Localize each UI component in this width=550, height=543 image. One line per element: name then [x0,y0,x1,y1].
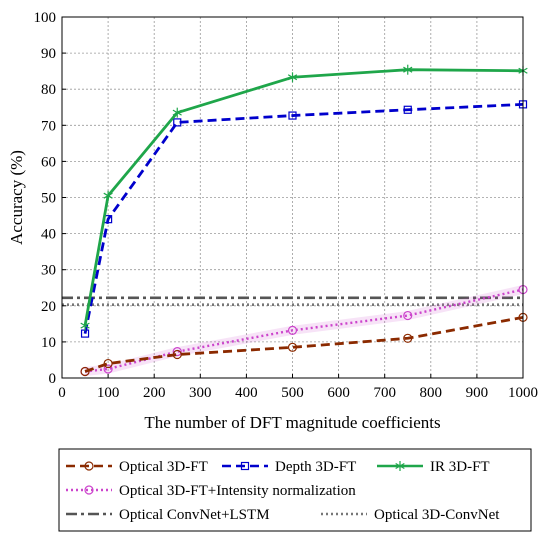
legend-label: Optical 3D-FT+Intensity normalization [119,483,356,499]
x-tick-label: 400 [235,385,258,401]
series-layer [62,64,528,377]
data-point [403,64,413,75]
x-axis-label: The number of DFT magnitude coefficients [144,413,440,432]
y-tick-label: 90 [41,46,56,62]
y-tick-label: 70 [41,118,56,134]
legend-entry: IR 3D-FT [377,459,490,475]
data-point [103,358,113,369]
legend-marker [240,461,250,471]
x-tick-label: 600 [327,385,350,401]
data-point [288,111,297,120]
legend-entry: Optical ConvNet+LSTM [66,507,270,523]
legend-entry: Depth 3D-FT [222,459,356,475]
y-tick-label: 60 [41,154,56,170]
y-axis-label: Accuracy (%) [7,150,26,245]
y-tick-label: 50 [41,191,56,207]
legend-label: Optical ConvNet+LSTM [119,507,270,523]
series-ir-3d-ft [80,64,528,331]
y-tick-label: 100 [34,10,57,26]
legend: Optical 3D-FT Depth 3D-FT IR 3D-FT Optical … [66,459,500,523]
x-tick-label: 0 [58,385,66,401]
y-tick-label: 0 [49,371,57,387]
data-point [287,72,298,83]
legend-marker [395,461,405,471]
x-tick-label: 700 [373,385,396,401]
data-point [403,105,412,114]
series-line [83,68,524,326]
data-point [172,347,182,357]
data-point [172,349,182,360]
legend-entry: Optical 3D-FT+Intensity normalization [66,483,356,499]
x-tick-label: 200 [143,385,166,401]
data-point [173,118,182,127]
data-point [403,310,413,321]
legend-label: Optical 3D-FT [119,459,208,475]
y-tick-label: 40 [41,227,56,243]
legend-entry: Optical 3D-FT [66,459,208,475]
data-point [80,320,90,331]
x-tick-label: 900 [466,385,489,401]
data-point [172,107,182,118]
y-tick-label: 80 [41,82,56,98]
series-line [83,102,524,334]
series-optical-3d-ft [80,312,528,377]
legend-label: Optical 3D-ConvNet [374,507,500,523]
data-point [80,366,90,377]
x-tick-label: 1000 [508,385,538,401]
legend-box [58,448,532,532]
data-point [403,333,413,343]
y-tick-label: 30 [41,263,56,279]
x-tick-label: 300 [189,385,212,401]
data-point [287,325,298,335]
x-tick-label: 800 [420,385,443,401]
y-tick-label: 10 [41,335,56,351]
y-tick-label: 20 [41,299,56,315]
ticks: 0 100 200 300 400 500 600 700 800 900 1000 0 10 20 30 4… [34,10,539,401]
data-point [103,190,113,201]
legend-label: IR 3D-FT [430,459,490,475]
legend-marker [84,485,94,495]
legend-marker [84,461,94,471]
data-point [103,364,113,374]
x-tick-label: 500 [281,385,304,401]
data-point [287,342,298,352]
legend-entry: Optical 3D-ConvNet [321,507,500,523]
series-depth-3d-ft [80,100,528,338]
x-tick-label: 100 [97,385,120,401]
legend-label: Depth 3D-FT [275,459,356,475]
